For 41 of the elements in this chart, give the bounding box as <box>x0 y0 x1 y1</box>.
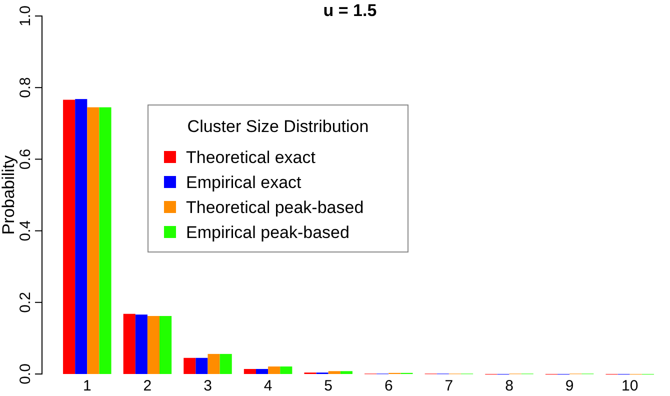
bar <box>268 366 280 374</box>
bar <box>135 314 148 374</box>
x-tick-label: 3 <box>204 378 212 394</box>
bar <box>328 371 340 374</box>
y-tick-label: 0.0 <box>17 364 34 384</box>
legend-label: Theoretical peak-based <box>186 198 364 217</box>
y-tick-label: 0.2 <box>17 292 34 313</box>
bar <box>184 358 196 374</box>
bar <box>63 100 76 374</box>
chart-title: u = 1.5 <box>323 1 377 20</box>
bar <box>256 368 268 374</box>
x-tick-label: 1 <box>82 378 92 394</box>
legend-label: Theoretical exact <box>186 148 316 167</box>
bar <box>280 366 292 374</box>
x-tick-label: 10 <box>622 378 638 394</box>
bar <box>75 99 88 374</box>
bar <box>147 316 160 374</box>
x-tick-label: 8 <box>505 378 514 394</box>
x-tick-label: 4 <box>264 378 272 394</box>
legend-label: Empirical exact <box>186 173 302 192</box>
y-tick-label: 1.0 <box>17 6 34 26</box>
bar <box>99 107 112 374</box>
bar <box>244 368 256 374</box>
legend-label: Empirical peak-based <box>186 223 350 242</box>
x-tick-label: 9 <box>565 378 574 394</box>
bar <box>123 314 136 374</box>
bar <box>220 354 232 374</box>
bar <box>87 107 100 374</box>
legend-title: Cluster Size Distribution <box>187 117 369 136</box>
bar <box>340 371 352 374</box>
y-tick-label: 0.8 <box>17 77 34 98</box>
x-tick-label: 6 <box>384 378 393 394</box>
bar <box>160 316 172 374</box>
x-tick-label: 2 <box>143 378 152 394</box>
x-tick-label: 5 <box>324 378 333 394</box>
x-tick-label: 7 <box>444 378 454 394</box>
bar <box>208 354 220 374</box>
bar <box>196 358 208 374</box>
y-axis-title: Probability <box>0 154 18 235</box>
y-tick-label: 0.4 <box>17 220 34 242</box>
y-tick-label: 0.6 <box>17 148 34 170</box>
